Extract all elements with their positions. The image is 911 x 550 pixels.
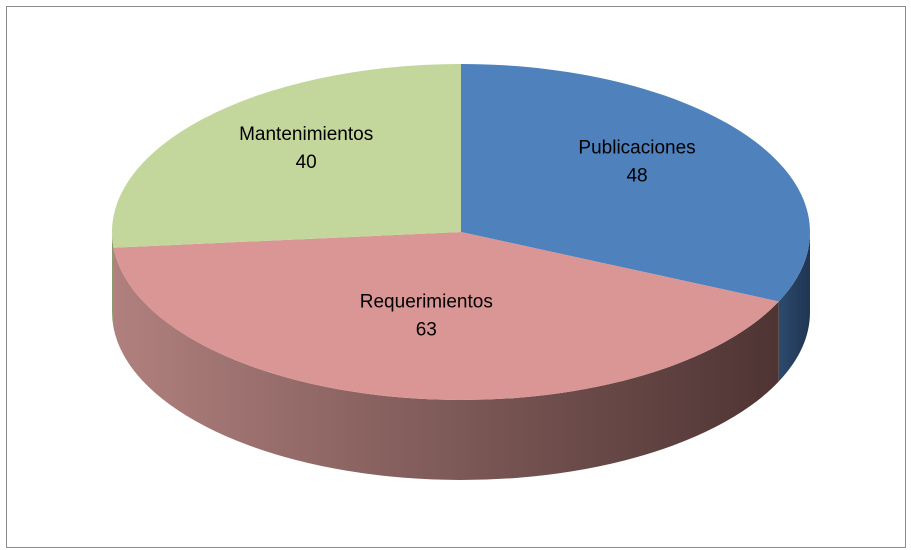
pie-side [113,247,779,481]
slice-value: 63 [416,319,437,340]
pie-side [112,232,114,328]
slice-value: 48 [626,165,647,186]
pie-slice [113,232,779,400]
pie-slice [461,64,810,302]
slice-value: 40 [296,152,317,173]
pie-side [778,232,810,382]
slice-label: Publicaciones [578,137,695,158]
slice-label: Mantenimientos [239,124,373,145]
pie-slice [112,64,461,248]
slice-label: Requerimientos [360,291,493,312]
